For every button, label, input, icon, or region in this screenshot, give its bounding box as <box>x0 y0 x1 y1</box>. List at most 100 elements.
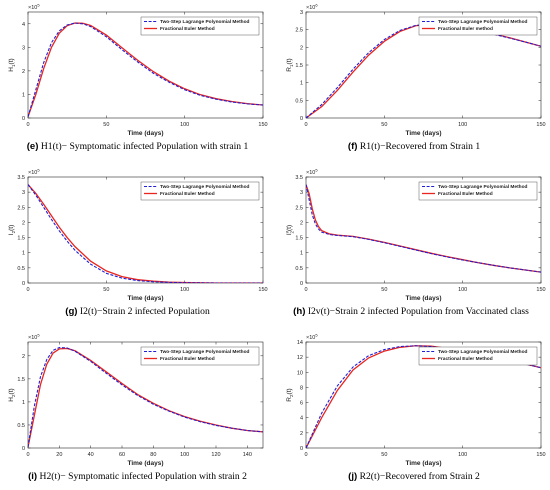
x-tick-label: 50 <box>103 122 109 128</box>
y-exponent-label: ×106 <box>306 3 318 12</box>
y-tick-label: 2 <box>300 220 303 226</box>
x-tick-label: 50 <box>103 287 109 293</box>
legend-label: Fractional Euler method <box>438 26 493 32</box>
x-tick-label: 100 <box>180 122 189 128</box>
y-tick-label: 8 <box>300 385 303 391</box>
x-tick-label: 100 <box>458 122 467 128</box>
x-tick-label: 120 <box>211 452 220 458</box>
caption-j: (j) R2(t)−Recovered from Strain 2 <box>348 471 480 482</box>
y-tick-label: 10 <box>297 370 303 376</box>
y-tick-label: 0.5 <box>295 266 303 272</box>
series-line-two-step <box>28 346 263 448</box>
legend-box <box>418 181 538 201</box>
x-tick-label: 150 <box>536 452 545 458</box>
y-tick-label: 1.5 <box>295 236 303 242</box>
x-tick-label: 0 <box>26 452 29 458</box>
legend-label: Two-Step Lagrange Polynomial Method <box>160 184 250 190</box>
y-tick-label: 0.5 <box>295 98 303 104</box>
y-tick-label: 2 <box>22 69 25 75</box>
chart-i2v: 0 0.5 1 1.5 2 2.5 3 3.5 0 50 100 150 ×105 Time (days)… <box>285 168 546 303</box>
chart-panel-f: 0 0.5 1 1.5 2 2.5 3 0 50 100 150 ×106 Time (days) R1(… <box>278 0 550 160</box>
legend-label: Fractional Euler Method <box>438 191 493 197</box>
y-tick-label: 0 <box>22 446 25 452</box>
y-tick-label: 3.5 <box>295 175 303 181</box>
x-axis-label: Time (days) <box>127 130 163 137</box>
x-tick-label: 140 <box>243 452 252 458</box>
chart-panel-i: 0 0.5 1 1.5 2 0 20 40 60 80 100 120 140 ×105 Time (day… <box>0 330 272 490</box>
y-tick-label: 0 <box>22 116 25 122</box>
x-tick-label: 0 <box>26 122 29 128</box>
chart-i2: 0 0.5 1 1.5 2 2.5 3 3.5 0 50 100 150 ×105 Time (days)… <box>8 168 268 303</box>
caption-h: (h) I2v(t)−Strain 2 infected Population … <box>293 306 529 317</box>
legend-label: Two-Step Lagrange Polynomial Method <box>438 349 528 355</box>
x-tick-label: 100 <box>180 452 189 458</box>
y-axis-label: H1(t) <box>8 58 16 71</box>
y-tick-label: 3 <box>300 10 303 16</box>
y-tick-label: 4 <box>22 22 25 28</box>
chart-h1: 0 1 2 3 4 0 50 100 150 ×105 Time (days) H1(t) Two-St… <box>8 3 268 138</box>
y-axis-label: H2(t) <box>8 388 16 401</box>
y-axis-label: R1(t) <box>286 58 294 71</box>
x-tick-label: 150 <box>536 122 545 128</box>
caption-f: (f) R1(t)−Recovered from Strain 1 <box>347 141 481 152</box>
chart-panel-j: 0 2 4 6 8 10 12 14 0 50 100 150 ×105 Time (days) R2(t)… <box>278 330 550 490</box>
chart-panel-e: 0 1 2 3 4 0 50 100 150 ×105 Time (days) H1(t) Two-St… <box>0 0 272 160</box>
y-tick-label: 1.5 <box>17 377 25 383</box>
legend-box <box>140 16 260 36</box>
y-tick-label: 3 <box>300 190 303 196</box>
caption-e: (e) H1(t)− Symptomatic infected Populati… <box>26 141 249 152</box>
y-tick-label: 14 <box>297 340 303 346</box>
series-line-two-step <box>306 184 541 273</box>
y-tick-label: 2 <box>300 431 303 437</box>
x-tick-label: 100 <box>458 287 467 293</box>
y-tick-label: 0 <box>300 281 303 287</box>
x-axis-label: Time (days) <box>405 295 441 302</box>
caption-i: (i) H2(t)− Symptomatic infected Populati… <box>28 471 247 482</box>
legend-box <box>140 181 260 201</box>
y-tick-label: 6 <box>300 401 303 407</box>
legend-label: Fractional Euler Method <box>160 356 215 362</box>
x-tick-label: 100 <box>180 287 189 293</box>
x-tick-label: 150 <box>258 122 267 128</box>
x-tick-label: 20 <box>56 452 62 458</box>
x-tick-label: 50 <box>381 122 387 128</box>
y-tick-label: 1 <box>300 81 303 87</box>
legend-label: Two-Step Lagrange Polynomial Method <box>438 184 528 190</box>
series-line-two-step <box>28 184 263 283</box>
x-tick-label: 80 <box>150 452 156 458</box>
legend-box <box>418 346 538 366</box>
chart-panel-h: 0 0.5 1 1.5 2 2.5 3 3.5 0 50 100 150 ×105 Time (days)… <box>278 165 550 325</box>
caption-g: (g) I2(t)−Strain 2 infected Population <box>65 306 210 317</box>
y-tick-label: 1.5 <box>17 236 25 242</box>
legend-box <box>140 346 260 366</box>
x-axis-label: Time (days) <box>405 460 441 467</box>
x-tick-label: 100 <box>458 452 467 458</box>
y-tick-label: 0 <box>300 116 303 122</box>
y-exponent-label: ×105 <box>28 168 40 177</box>
y-tick-label: 1 <box>22 92 25 98</box>
x-tick-label: 0 <box>26 287 29 293</box>
y-tick-label: 2 <box>300 45 303 51</box>
x-axis-label: Time (days) <box>127 295 163 302</box>
y-tick-label: 0 <box>300 446 303 452</box>
y-tick-label: 0.5 <box>17 423 25 429</box>
y-tick-label: 2 <box>22 354 25 360</box>
legend-label: Fractional Euler Method <box>160 191 215 197</box>
x-axis-label: Time (days) <box>127 460 163 467</box>
x-tick-label: 0 <box>304 452 307 458</box>
x-tick-label: 60 <box>119 452 125 458</box>
x-tick-label: 0 <box>304 122 307 128</box>
y-axis-label: R2(t) <box>286 388 294 401</box>
y-tick-label: 2 <box>22 220 25 226</box>
x-axis-label: Time (days) <box>405 130 441 137</box>
y-axis-label: I2(t) <box>8 225 16 235</box>
legend-label: Two-Step Lagrange Polynomial Method <box>160 349 250 355</box>
y-tick-label: 12 <box>297 355 303 361</box>
legend-label: Fractional Euler Method <box>438 356 493 362</box>
series-line-two-step <box>28 22 263 117</box>
y-tick-label: 3 <box>22 190 25 196</box>
legend-label: Two-Step Lagrange Polynomial Method <box>160 19 250 25</box>
x-tick-label: 0 <box>304 287 307 293</box>
y-tick-label: 2.5 <box>17 205 25 211</box>
